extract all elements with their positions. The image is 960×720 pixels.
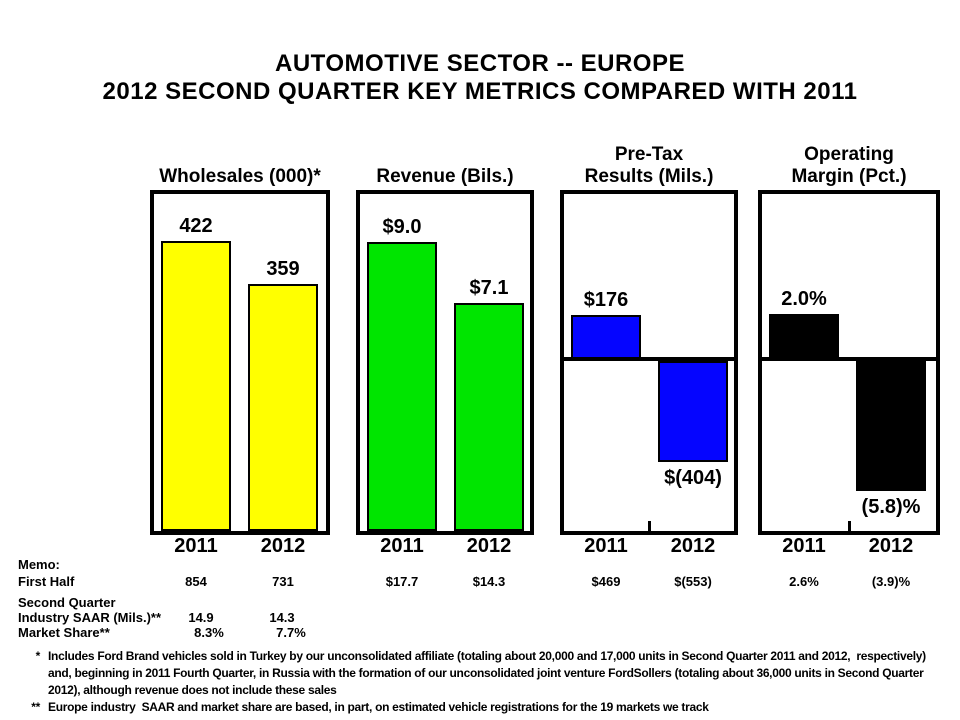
memo-row-label-industry-saar: Industry SAAR (Mils.)** <box>18 610 162 625</box>
bar-2012 <box>856 361 926 491</box>
memo-value: 14.9 <box>188 610 214 625</box>
bar-2012 <box>454 303 524 531</box>
chart-title-line: Pre-Tax <box>614 144 684 165</box>
memo-value: 7.7% <box>276 625 306 640</box>
bar-value-label: $(404) <box>664 467 722 489</box>
category-label-2012: 2012 <box>670 535 716 557</box>
category-label-2011: 2011 <box>782 535 826 557</box>
chart-title: Operating Margin (Pct.) <box>791 144 906 188</box>
footnote-1: * Includes Ford Brand vehicles sold in T… <box>14 648 948 699</box>
memo-value: (3.9)% <box>871 574 911 589</box>
chart-title-line: Margin (Pct.) <box>791 166 907 187</box>
memo-value: $(553) <box>674 574 712 589</box>
slide-title: AUTOMOTIVE SECTOR -- EUROPE 2012 SECOND … <box>0 50 960 106</box>
chart-title: Wholesales (000)* <box>159 166 321 188</box>
chart-panel: $9.0 $7.1 <box>356 190 534 535</box>
chart-panel: 2.0% (5.8)% <box>758 190 940 535</box>
slide-title-line1: AUTOMOTIVE SECTOR -- EUROPE <box>275 50 685 77</box>
memo-value: $17.7 <box>385 574 419 589</box>
chart-title-line: Results (Mils.) <box>584 166 714 187</box>
footnote-1-marker: * <box>35 649 41 663</box>
bar-value-label: $176 <box>583 289 629 311</box>
bar-value-label: 422 <box>179 215 213 237</box>
footnote-1-text: Includes Ford Brand vehicles sold in Tur… <box>48 649 929 697</box>
chart-title-line: Revenue (Bils.) <box>376 166 514 187</box>
bar-2012 <box>248 284 318 531</box>
memo-row-label-first-half: First Half <box>18 574 75 589</box>
bar-value-label: 359 <box>266 258 300 280</box>
bar-value-label: (5.8)% <box>861 496 921 518</box>
axis-tick <box>848 521 851 531</box>
chart-panel: $176 $(404) <box>560 190 738 535</box>
bar-value-label: 2.0% <box>781 288 827 310</box>
bar-2011 <box>367 242 437 531</box>
memo-heading: Memo: <box>18 557 60 572</box>
zero-axis-line <box>762 357 936 361</box>
category-label-2011: 2011 <box>174 535 218 557</box>
memo-row-label-market-share: Market Share** <box>18 625 110 640</box>
chart-title: Revenue (Bils.) <box>376 166 513 188</box>
category-label-2012: 2012 <box>260 535 306 557</box>
bar-2011 <box>161 241 231 531</box>
chart-title-line: Wholesales (000)* <box>159 166 321 187</box>
axis-tick <box>648 521 651 531</box>
category-label-2012: 2012 <box>466 535 512 557</box>
chart-panel: 422 359 <box>150 190 330 535</box>
memo-second-quarter-heading: Second Quarter <box>18 595 116 610</box>
footnote-2-marker: ** <box>31 700 40 714</box>
footnote-2-text: Europe industry SAAR and market share ar… <box>48 700 709 714</box>
bar-value-label: $9.0 <box>382 216 422 238</box>
memo-value: 2.6% <box>789 574 819 589</box>
chart-title: Pre-Tax Results (Mils.) <box>585 144 714 188</box>
bar-value-label: $7.1 <box>469 277 509 299</box>
zero-axis-line <box>564 357 734 361</box>
category-label-2011: 2011 <box>584 535 628 557</box>
memo-value: $469 <box>591 574 621 589</box>
memo-value: $14.3 <box>472 574 506 589</box>
footnotes: * Includes Ford Brand vehicles sold in T… <box>14 648 948 716</box>
memo-value: 8.3% <box>194 625 224 640</box>
footnote-2: ** Europe industry SAAR and market share… <box>14 699 948 716</box>
memo-value: 14.3 <box>269 610 295 625</box>
bar-2011 <box>769 314 839 359</box>
slide-title-line2: 2012 SECOND QUARTER KEY METRICS COMPARED… <box>102 78 858 105</box>
bar-2011 <box>571 315 641 359</box>
category-label-2012: 2012 <box>868 535 914 557</box>
chart-title-line: Operating <box>804 144 894 165</box>
category-label-2011: 2011 <box>380 535 424 557</box>
memo-value: 854 <box>185 574 207 589</box>
memo-value: 731 <box>272 574 294 589</box>
bar-2012 <box>658 361 728 462</box>
